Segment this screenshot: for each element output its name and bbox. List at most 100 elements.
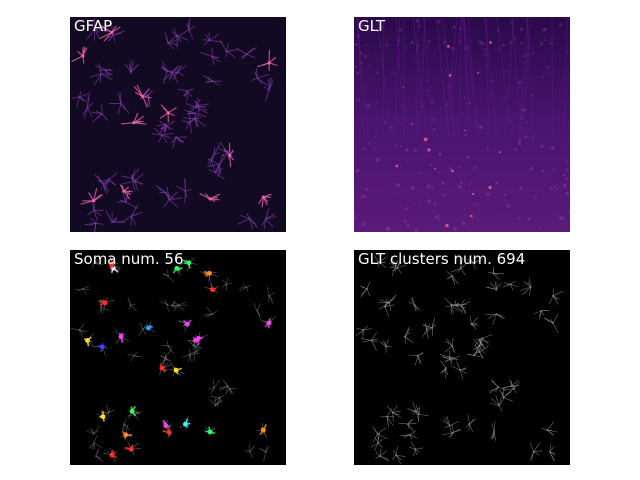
glt-cluster [440,350,459,365]
glt-puncta [356,71,360,75]
glt-puncta [521,182,523,184]
glt-puncta [541,169,545,173]
glt-puncta [562,217,565,220]
glt-puncta [373,142,375,144]
gfap-image-panel: GFAP [70,17,286,232]
glt-puncta [377,101,379,103]
glt-cluster [408,296,420,312]
glt-puncta [552,183,554,185]
glt-puncta [441,193,445,197]
gfap-astrocyte [200,47,220,66]
glt-puncta [500,99,503,101]
glt-puncta [445,204,447,206]
labeled-soma [159,363,167,372]
glt-puncta [366,25,370,29]
unlabeled-cell [187,346,202,362]
glt-puncta [438,219,441,221]
glt-cluster [375,448,390,462]
soma-count-label: Soma num. 56 [74,250,184,268]
glt-cluster [374,255,388,268]
glt-puncta [562,173,566,177]
gfap-astrocyte [84,218,104,232]
glt-puncta [365,43,368,46]
glt-puncta [417,24,421,28]
glt-puncta [469,182,472,185]
glt-puncta [524,121,527,124]
glt-puncta [392,115,394,117]
gfap-astrocyte [235,47,257,60]
glt-puncta [463,118,466,120]
glt-puncta [362,195,366,199]
glt-fiber [419,17,426,138]
glt-puncta [518,142,521,146]
glt-puncta [431,117,434,120]
glt-puncta [449,167,453,171]
glt-fiber [376,17,392,138]
glt-puncta [517,216,520,219]
unlabeled-cell [127,297,137,312]
unlabeled-cell [162,269,174,282]
glt-puncta [466,53,468,55]
glt-cluster [489,379,506,394]
glt-puncta [543,39,546,42]
gfap-label: GFAP [74,17,113,35]
glt-puncta [363,149,365,151]
glt-puncta [519,41,523,45]
glt-cluster [404,327,414,344]
gfap-astrocyte [91,103,108,122]
glt-puncta [555,98,558,101]
labeled-soma [265,318,272,329]
gfap-astrocyte [176,178,192,204]
glt-cluster [533,309,550,320]
glt-puncta [486,94,488,96]
glt-puncta [486,192,490,197]
gfap-astrocyte [164,32,179,50]
glt-cluster [446,300,467,313]
glt-cluster [398,418,417,433]
glt-puncta [366,184,368,186]
glt-puncta [533,17,535,19]
unlabeled-cell [208,379,220,395]
gfap-astrocyte [203,32,223,46]
glt-puncta [366,83,368,86]
glt-puncta [464,129,466,132]
glt-cluster [440,360,448,379]
glt-puncta [393,138,395,140]
glt-puncta [565,191,569,195]
glt-cluster [444,337,456,353]
glt-puncta [484,53,487,57]
glt-puncta [565,178,568,181]
glt-puncta [481,90,484,93]
gfap-astrocyte [190,100,210,114]
glt-puncta [531,137,534,140]
glt-fiber [412,17,428,138]
glt-puncta [495,181,499,185]
gfap-astrocyte [86,17,108,41]
glt-puncta [425,89,429,93]
labeled-soma [99,299,108,306]
unlabeled-cell [239,284,251,293]
gfap-astrocyte [80,188,104,205]
glt-cluster [543,314,559,333]
glt-fiber [485,17,490,138]
glt-puncta [518,138,522,142]
soma-image-panel: Soma num. 56 [70,250,286,465]
unlabeled-cell [70,323,88,337]
glt-puncta [531,52,535,55]
glt-label: GLT [358,17,386,35]
glt-puncta [388,35,390,37]
glt-cluster [446,271,459,285]
glt-puncta [367,64,370,66]
glt-fiber [463,17,469,138]
gfap-astrocyte [178,17,196,39]
glt-cluster [370,432,384,451]
glt-fiber [551,17,554,138]
glt-cluster [451,257,466,276]
glt-puncta [476,203,479,205]
glt-puncta [387,39,389,41]
glt-fiber [447,17,462,138]
glt-puncta [403,219,407,223]
labeled-soma [124,444,134,452]
glt-puncta [359,23,364,27]
gfap-astrocyte [171,28,189,49]
